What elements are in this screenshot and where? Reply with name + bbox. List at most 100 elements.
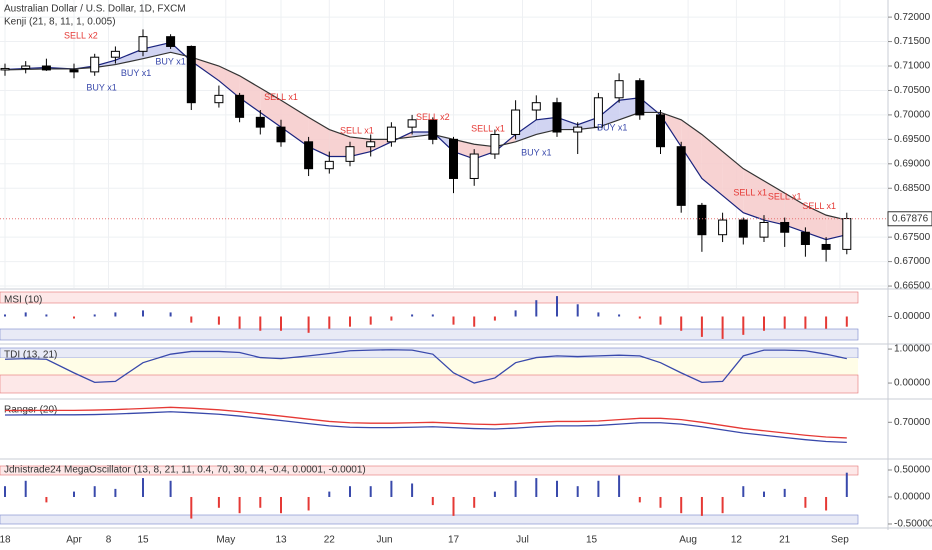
kenji-cloud	[598, 100, 620, 128]
candle-body	[41, 65, 51, 71]
histogram-bar	[411, 314, 414, 317]
x-tick-label: Jul	[516, 535, 529, 546]
x-tick-label: 12	[731, 535, 743, 546]
candle-body	[304, 141, 314, 170]
histogram-bar	[190, 496, 193, 519]
histogram-bar	[845, 316, 848, 327]
level-band	[0, 291, 859, 304]
x-tick-label: 15	[586, 535, 598, 546]
candle-body	[138, 36, 148, 52]
candle-body	[842, 218, 852, 250]
histogram-bar	[259, 316, 262, 331]
kenji-cloud	[681, 119, 702, 179]
histogram-bar	[721, 496, 724, 514]
kenji-cloud	[557, 117, 578, 130]
histogram-bar	[328, 316, 331, 329]
y-tick-label: 0.00000	[894, 311, 931, 322]
indicator-label: Kenji (21, 8, 11, 1, 0.005)	[4, 17, 116, 28]
histogram-bar	[514, 310, 517, 317]
histogram-bar	[659, 316, 662, 325]
candle-body	[428, 119, 438, 140]
panel-title: TDI (13, 21)	[4, 350, 57, 361]
histogram-bar	[349, 316, 351, 327]
candle-body	[593, 97, 603, 128]
histogram-bar	[390, 480, 393, 497]
histogram-bar	[700, 496, 703, 516]
kenji-cloud	[515, 119, 537, 142]
histogram-bar	[556, 296, 558, 317]
histogram-bar	[576, 486, 579, 497]
histogram-bar	[190, 316, 193, 323]
y-tick-label: 0.72000	[894, 12, 931, 23]
histogram-bar	[680, 316, 683, 331]
x-tick-label: May	[216, 535, 235, 546]
kenji-cloud	[474, 144, 495, 159]
histogram-bar	[742, 316, 745, 335]
candle-body	[386, 126, 396, 143]
histogram-bar	[763, 491, 765, 497]
histogram-bar	[473, 316, 476, 327]
y-tick-label: 0.70000	[894, 417, 931, 428]
last-price-box	[887, 211, 932, 227]
histogram-bar	[114, 312, 117, 317]
candle-body	[552, 102, 562, 133]
histogram-bar	[93, 486, 96, 497]
kenji-cloud	[701, 134, 723, 196]
x-tick-label: 17	[448, 535, 460, 546]
histogram-bar	[411, 483, 414, 497]
panel-title: Jdnistrade24 MegaOscillator (13, 8, 21, …	[4, 465, 366, 476]
histogram-bar	[556, 480, 558, 497]
candle-body	[449, 138, 458, 179]
histogram-bar	[535, 478, 538, 497]
level-band	[0, 328, 859, 341]
histogram-bar	[473, 496, 476, 508]
x-tick-label: 21	[779, 535, 791, 546]
signal-label: SELL x2	[64, 31, 98, 41]
histogram-bar	[638, 316, 641, 319]
x-tick-label: Sep	[831, 535, 849, 546]
histogram-bar	[4, 486, 6, 497]
panel-title: MSI (10)	[4, 295, 42, 306]
histogram-bar	[114, 488, 117, 497]
y-tick-label: 0.70500	[894, 85, 931, 96]
candle-body	[407, 119, 417, 128]
indicator-line	[4, 411, 847, 444]
y-tick-label: 0.66500	[894, 281, 931, 292]
x-tick-label: Jun	[376, 535, 392, 546]
candle-body	[0, 67, 10, 71]
histogram-bar	[73, 491, 75, 497]
candle-body	[573, 126, 583, 133]
kenji-cloud	[722, 151, 744, 213]
kenji-cloud	[453, 139, 475, 159]
histogram-bar	[845, 472, 848, 497]
histogram-bar	[369, 316, 372, 325]
histogram-bar	[431, 314, 434, 317]
x-tick-label: Aug	[679, 535, 697, 546]
kenji-cloud	[764, 180, 785, 225]
histogram-bar	[825, 316, 828, 329]
histogram-bar	[307, 316, 310, 333]
candle-body	[255, 116, 265, 128]
signal-label: SELL x1	[733, 188, 767, 198]
y-tick-label: 0.69500	[894, 134, 931, 145]
kenji-cloud	[743, 168, 764, 221]
histogram-bar	[783, 316, 786, 329]
y-tick-label: 0.69000	[894, 158, 931, 169]
kenji-line	[4, 51, 847, 221]
histogram-bar	[825, 496, 828, 511]
kenji-cloud	[281, 100, 309, 147]
signal-label: SELL x1	[340, 125, 374, 135]
signal-label: SELL x1	[471, 123, 505, 133]
x-tick-label: 18	[0, 535, 11, 546]
signal-label: BUY x1	[597, 122, 627, 132]
candle-body	[821, 243, 831, 250]
histogram-bar	[390, 316, 393, 321]
histogram-bar	[763, 316, 765, 331]
kenji-cloud	[805, 205, 827, 240]
y-tick-label: 0.71000	[894, 61, 931, 72]
histogram-bar	[804, 496, 807, 508]
histogram-bar	[804, 316, 807, 329]
candle-body	[718, 219, 728, 236]
candle-body	[276, 126, 286, 143]
candle-body	[69, 69, 79, 73]
